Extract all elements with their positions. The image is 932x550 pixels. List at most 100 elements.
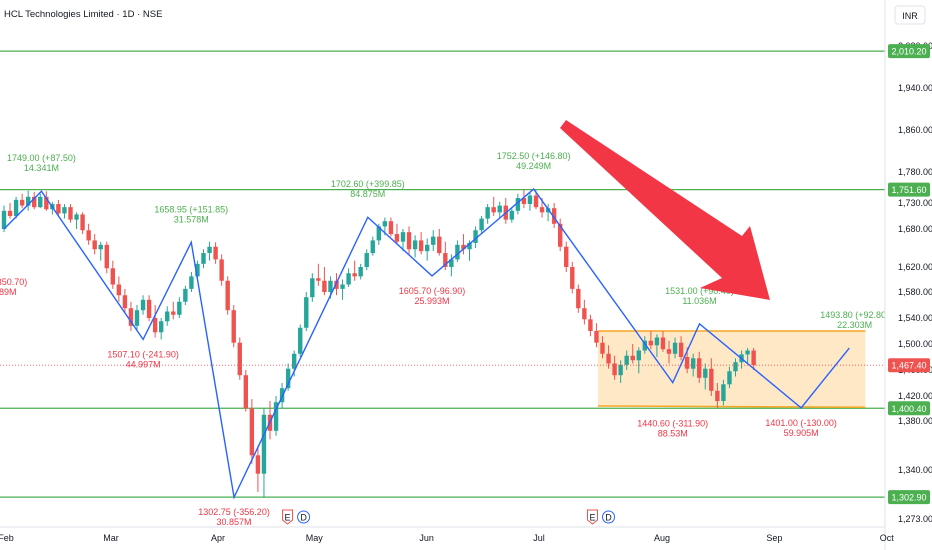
swing-volume: 44.997M xyxy=(126,359,161,369)
time-axis[interactable]: Feb Mar Apr May Jun Jul Aug Sep Oct xyxy=(0,526,894,543)
candle xyxy=(709,358,714,396)
badge-letter: E xyxy=(589,513,595,523)
earnings-badge: E xyxy=(587,509,598,525)
candle-body xyxy=(146,299,152,318)
candle-body xyxy=(44,196,49,210)
candle-body xyxy=(539,207,545,213)
candle-body xyxy=(7,210,13,216)
candle-body xyxy=(570,267,575,289)
swing-label: 1401.00 (-130.00) xyxy=(765,418,837,428)
candle xyxy=(165,306,170,326)
candle xyxy=(588,314,593,337)
candle-body xyxy=(388,221,394,235)
candle xyxy=(92,234,97,255)
candle xyxy=(255,445,261,492)
candle-body xyxy=(509,210,515,220)
candle xyxy=(733,358,738,377)
candle xyxy=(527,191,533,211)
candle xyxy=(213,242,218,264)
price-axis[interactable]: 2,020.001,940.001,860.001,780.001,730.00… xyxy=(884,0,932,550)
candle-body xyxy=(600,342,605,354)
level-price-badge xyxy=(888,44,930,59)
candle xyxy=(697,351,702,383)
candle-body xyxy=(80,214,85,231)
currency-button[interactable] xyxy=(894,5,926,25)
candle xyxy=(116,276,122,302)
dividend-badge: D xyxy=(602,510,616,524)
candle-body xyxy=(672,342,678,354)
candle-body xyxy=(134,310,140,326)
candle-body xyxy=(666,349,672,354)
candle-body xyxy=(467,242,472,250)
candle-body xyxy=(13,199,19,216)
candle xyxy=(346,268,351,287)
candle-body xyxy=(527,195,533,205)
candle xyxy=(672,337,678,359)
candle xyxy=(618,360,623,383)
swing-annotations: 1749.00 (+87.50)14.341M 1658.95 (+151.85)… xyxy=(0,151,889,527)
candle xyxy=(600,336,605,359)
candle-body xyxy=(418,240,424,252)
candle-body xyxy=(515,198,521,211)
candle xyxy=(388,217,394,237)
zigzag-line xyxy=(3,188,850,500)
level-price-text: 2,010.20 xyxy=(891,47,926,57)
candle-body xyxy=(394,234,400,242)
time-tick-label: Jun xyxy=(419,533,434,543)
candle xyxy=(285,363,291,391)
arrow-shape xyxy=(560,120,770,300)
candle-body xyxy=(521,198,527,205)
time-tick-label: Apr xyxy=(211,533,225,543)
badge-letter: D xyxy=(605,513,612,523)
candle xyxy=(497,201,502,219)
price-tick-label: 1,620.00 xyxy=(898,262,932,272)
candle xyxy=(32,191,37,210)
candle-body xyxy=(231,310,236,343)
candle xyxy=(364,249,369,271)
candle-body xyxy=(400,232,406,242)
candle xyxy=(80,212,85,235)
level-price-text: 1,751.60 xyxy=(891,185,926,195)
candle xyxy=(557,218,563,252)
swing-label: 1302.75 (-356.20) xyxy=(198,507,270,517)
candle xyxy=(418,232,424,255)
swing-label: 1507.10 (-241.90) xyxy=(107,349,179,359)
dividend-badge: D xyxy=(297,510,311,524)
candle-body xyxy=(62,207,67,214)
candle xyxy=(461,234,466,255)
candle-body xyxy=(594,331,599,343)
badge-shape xyxy=(297,510,311,524)
candle xyxy=(424,238,430,261)
candle-body xyxy=(273,402,279,431)
price-tick-label: 1,580.00 xyxy=(898,287,932,297)
candle-body xyxy=(551,208,557,224)
candle-body xyxy=(334,280,339,289)
candle-body xyxy=(328,280,333,292)
candle xyxy=(44,191,49,211)
level-price-badge xyxy=(888,401,930,416)
candle-body xyxy=(340,284,345,289)
candle xyxy=(74,212,79,229)
candle-body xyxy=(582,308,587,320)
price-tick-label: 1,500.00 xyxy=(898,339,932,349)
candle xyxy=(449,254,454,277)
candle-body xyxy=(624,355,629,365)
candle-body xyxy=(322,280,327,292)
swing-label: 1605.70 (-96.90) xyxy=(399,286,466,296)
candle xyxy=(86,223,91,245)
candle xyxy=(412,235,418,258)
candle xyxy=(636,347,641,374)
candle xyxy=(715,383,720,408)
candle-body xyxy=(122,295,128,309)
candle-body xyxy=(636,350,641,361)
candle-body xyxy=(68,207,73,220)
swing-volume: 88.53M xyxy=(658,429,688,439)
price-tick-label: 1,780.00 xyxy=(898,167,932,177)
candle-body xyxy=(376,226,382,241)
candle-body xyxy=(207,246,212,254)
candle xyxy=(298,324,303,357)
candle-body xyxy=(285,368,291,389)
candle-body xyxy=(116,284,122,296)
